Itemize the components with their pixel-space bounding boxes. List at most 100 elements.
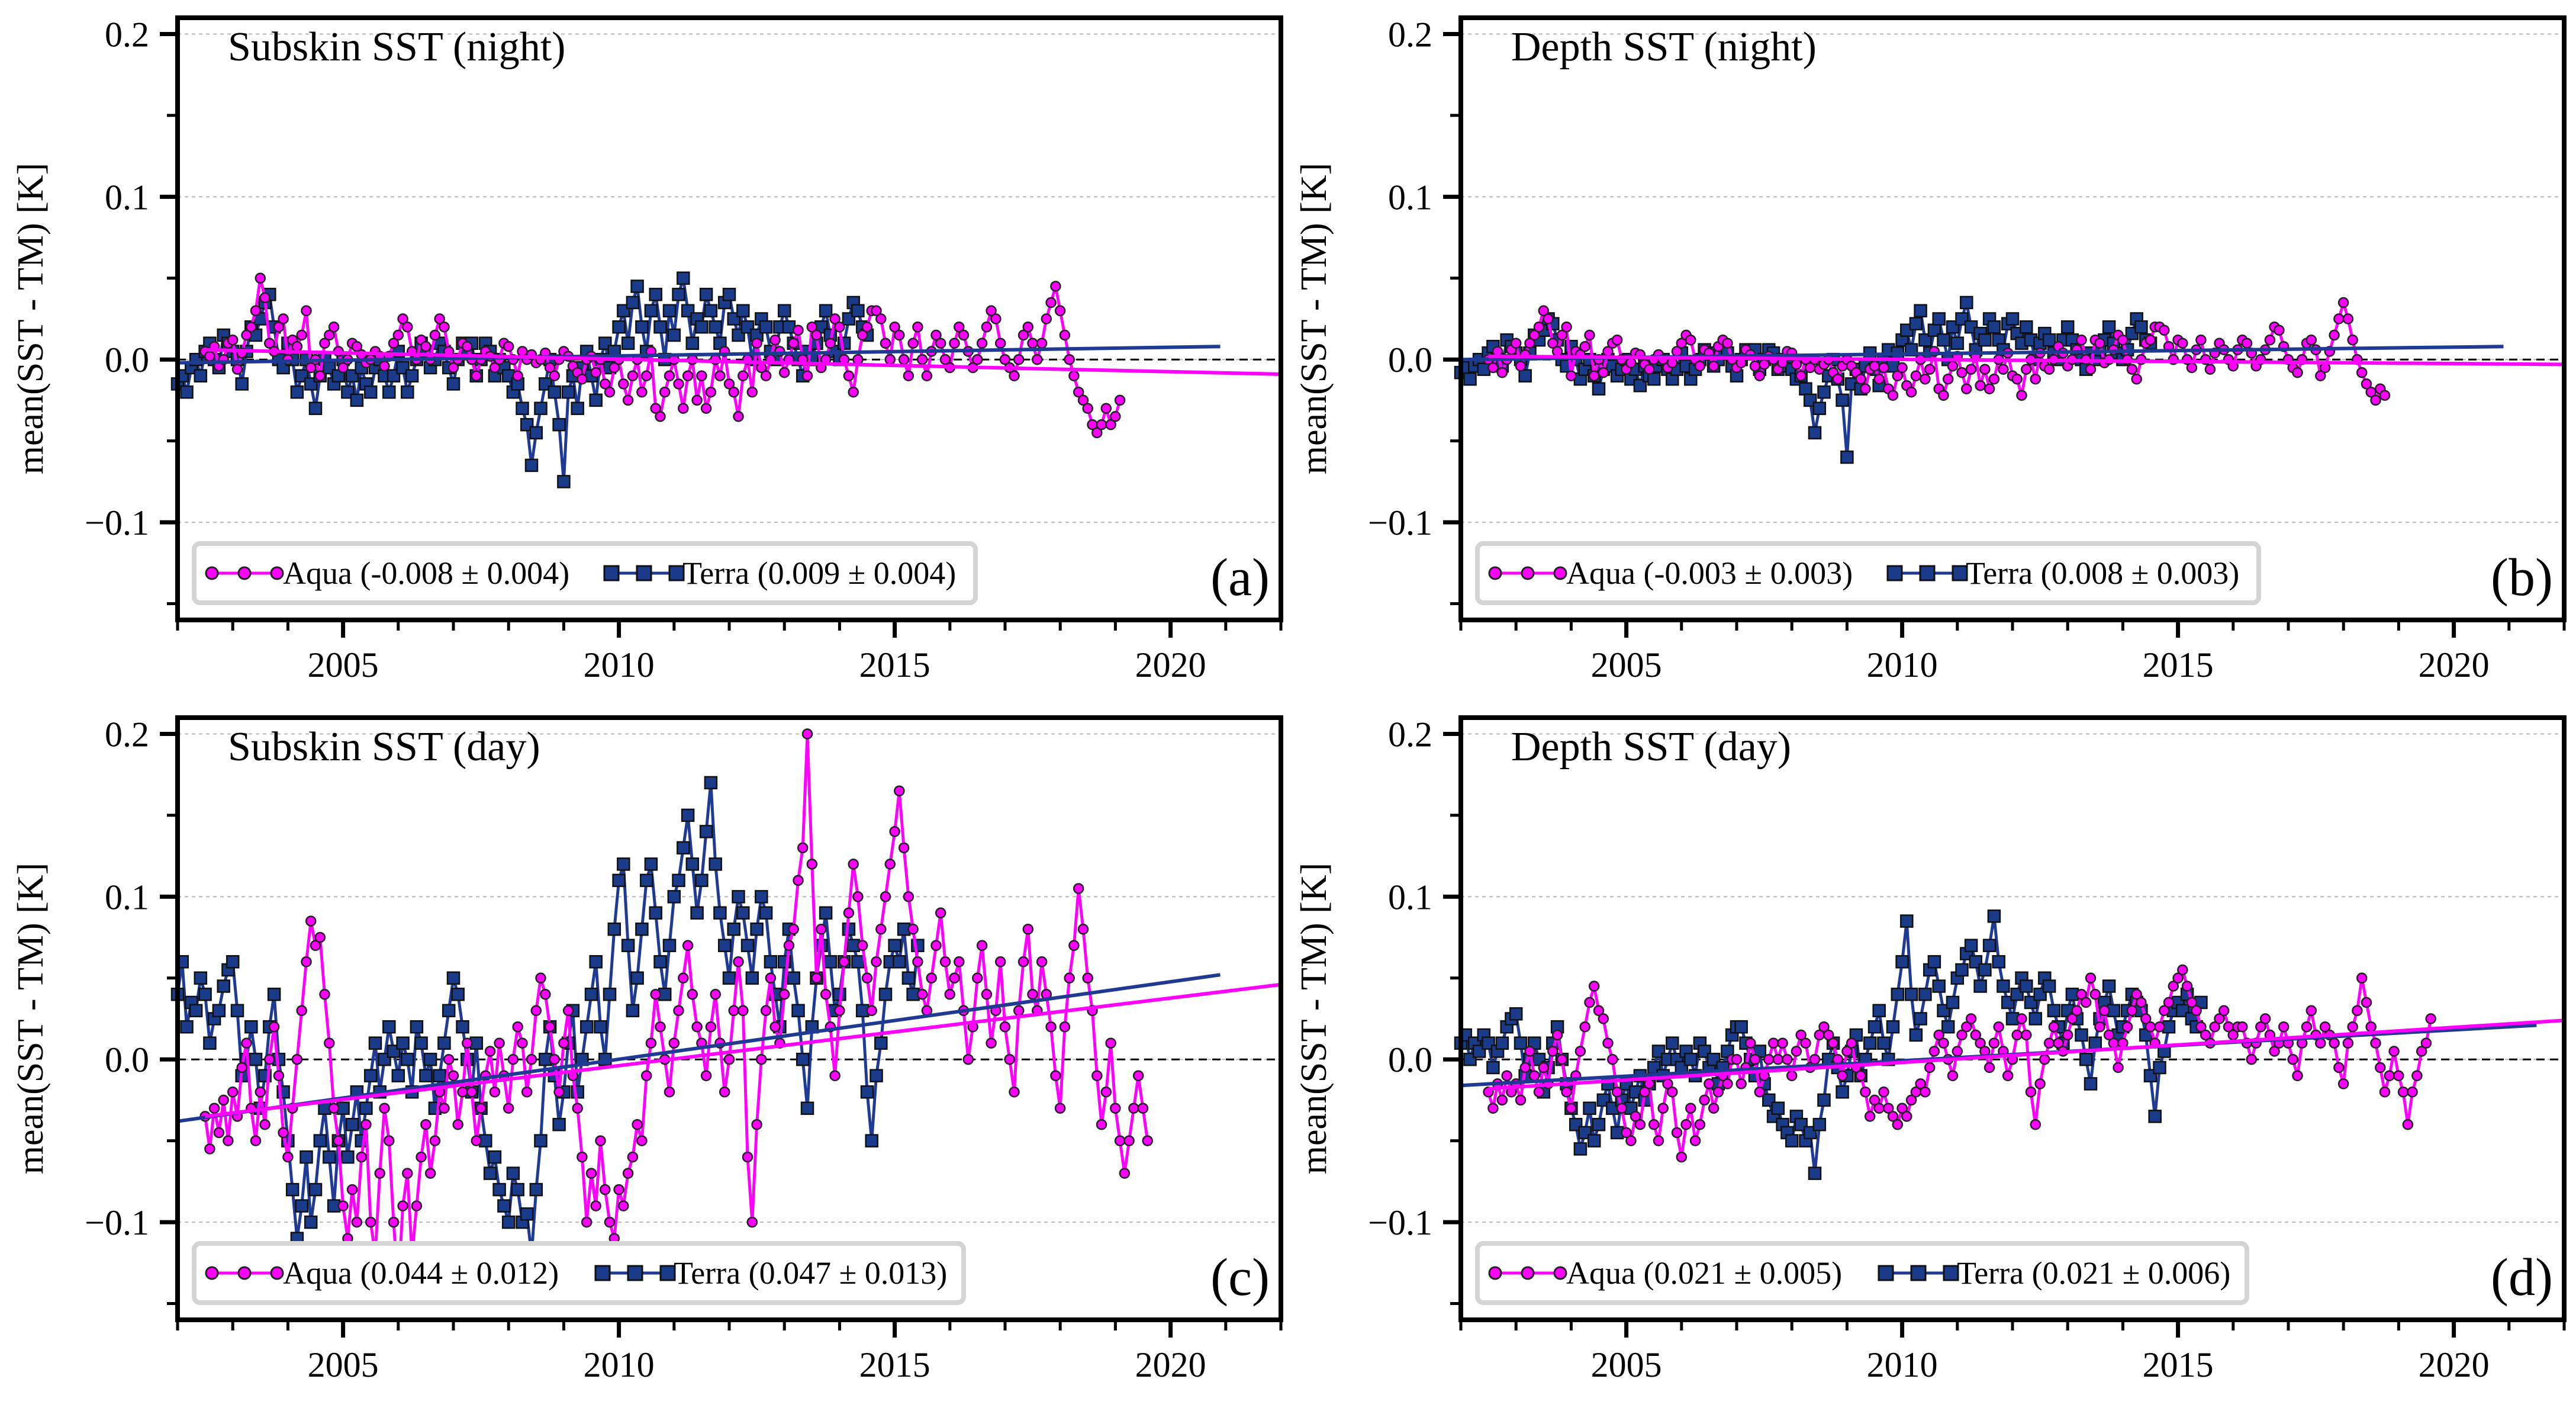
terra-data-point — [722, 288, 736, 301]
terra-data-point — [1573, 1142, 1588, 1156]
aqua-data-point — [2011, 373, 2023, 385]
aqua-data-point — [1013, 1005, 1025, 1017]
aqua-data-point — [250, 305, 262, 317]
aqua-data-point — [305, 362, 317, 374]
chart-title: Depth SST (day) — [1511, 724, 1791, 770]
aqua-data-point — [728, 386, 739, 398]
aqua-data-point — [1975, 380, 1986, 391]
aqua-data-point — [916, 353, 928, 365]
terra-data-point — [561, 385, 575, 399]
terra-data-point — [1997, 979, 2010, 993]
aqua-data-point — [420, 1118, 432, 1130]
terra-data-point — [901, 971, 916, 985]
aqua-data-point — [2315, 370, 2326, 381]
aqua-data-point — [650, 989, 661, 1000]
aqua-data-point — [1983, 383, 1995, 394]
terra-data-point — [662, 304, 677, 318]
aqua-data-point — [2278, 1021, 2290, 1033]
aqua-data-point — [700, 403, 712, 414]
aqua-data-point — [1547, 1046, 1559, 1057]
terra-data-point — [1955, 963, 1969, 977]
aqua-data-point — [1602, 1037, 1614, 1049]
legend-terra-marker — [1919, 565, 1936, 581]
aqua-data-point — [1979, 364, 1991, 375]
aqua-data-point — [2076, 334, 2087, 346]
terra-data-point — [777, 304, 791, 318]
aqua-data-point — [1538, 1062, 1550, 1073]
aqua-data-point — [549, 1053, 561, 1065]
aqua-data-point — [1915, 1078, 1926, 1089]
terra-data-point — [226, 955, 240, 969]
aqua-data-point — [590, 1200, 601, 1211]
terra-data-point — [497, 1199, 511, 1213]
terra-data-point — [446, 377, 461, 391]
aqua-data-point — [2062, 1029, 2073, 1041]
aqua-data-point — [2333, 313, 2345, 324]
aqua-data-point — [1551, 1029, 1563, 1041]
aqua-data-point — [2039, 1053, 2050, 1065]
aqua-data-point — [1961, 1021, 1972, 1033]
aqua-data-point — [402, 321, 413, 333]
terra-data-point — [1633, 378, 1647, 393]
aqua-data-point — [1883, 1103, 1894, 1114]
aqua-data-point — [1704, 1078, 1715, 1089]
aqua-data-point — [365, 1216, 376, 1228]
aqua-data-point — [738, 1005, 749, 1017]
aqua-data-point — [2121, 1021, 2133, 1033]
terra-data-point — [433, 1069, 446, 1082]
aqua-data-point — [986, 305, 997, 317]
aqua-data-point — [664, 370, 675, 381]
aqua-data-point — [825, 338, 836, 349]
terra-data-point — [621, 336, 635, 350]
aqua-data-point — [296, 329, 307, 341]
aqua-data-point — [1607, 1053, 1618, 1065]
aqua-data-point — [2131, 373, 2142, 385]
aqua-data-point — [2016, 1013, 2027, 1024]
terra-data-point — [249, 1052, 263, 1066]
plot-area — [1454, 295, 2565, 464]
aqua-data-point — [1533, 1086, 1545, 1098]
terra-data-point — [755, 890, 768, 904]
aqua-data-point — [439, 321, 450, 333]
aqua-data-point — [259, 292, 271, 304]
aqua-data-point — [2370, 394, 2381, 406]
aqua-data-point — [1045, 1021, 1057, 1033]
aqua-data-point — [700, 1070, 712, 1081]
aqua-data-point — [1073, 386, 1084, 398]
aqua-data-point — [632, 1118, 643, 1130]
aqua-data-point — [305, 915, 317, 927]
aqua-data-point — [678, 972, 689, 984]
aqua-data-point — [678, 403, 689, 414]
aqua-data-point — [1566, 1103, 1577, 1114]
aqua-data-point — [939, 353, 951, 365]
aqua-trend-line — [205, 982, 1281, 1118]
terra-data-point — [713, 906, 727, 920]
terra-data-point — [1734, 1020, 1748, 1034]
aqua-data-point — [687, 989, 698, 1000]
x-tick-label: 2005 — [1591, 1345, 1662, 1384]
aqua-data-point — [2274, 324, 2285, 336]
aqua-data-point — [475, 1103, 487, 1114]
aqua-data-point — [1114, 394, 1126, 406]
terra-data-point — [401, 1052, 414, 1066]
aqua-data-point — [1027, 989, 1038, 1000]
terra-data-point — [677, 841, 690, 855]
aqua-data-point — [1100, 403, 1112, 414]
aqua-data-point — [1827, 1037, 1839, 1049]
aqua-data-point — [1556, 329, 1568, 341]
aqua-data-point — [852, 891, 864, 902]
y-tick-label: −0.1 — [1368, 1203, 1432, 1242]
aqua-data-point — [2080, 997, 2092, 1008]
aqua-data-point — [447, 362, 459, 374]
aqua-data-point — [1579, 340, 1590, 352]
aqua-data-point — [1749, 360, 1761, 372]
terra-data-point — [2005, 312, 2020, 326]
aqua-data-point — [1887, 390, 1899, 401]
terra-data-point — [759, 906, 773, 920]
aqua-data-point — [2043, 1037, 2055, 1049]
panel-label: (c) — [1210, 1248, 1270, 1307]
aqua-data-point — [856, 329, 868, 341]
aqua-data-point — [351, 340, 363, 352]
aqua-data-point — [1077, 924, 1089, 935]
legend-box — [1475, 541, 2261, 605]
